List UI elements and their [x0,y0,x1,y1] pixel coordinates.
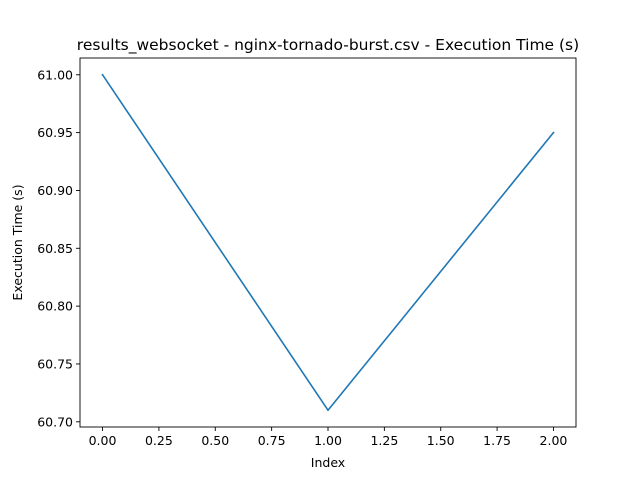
chart-title: results_websocket - nginx-tornado-burst.… [77,36,579,55]
y-tick-label: 60.70 [37,414,73,429]
y-tick-label: 60.75 [37,356,73,371]
x-tick-label: 1.50 [427,433,455,448]
y-axis-label: Execution Time (s) [10,184,25,300]
series-line [101,73,555,412]
data-point [327,409,329,412]
series-layer [101,73,555,412]
x-tick-label: 0.00 [89,433,117,448]
x-tick-label: 1.75 [483,433,511,448]
x-axis-label: Index [311,455,345,470]
plot-frame [79,57,577,428]
x-tick-label: 1.25 [370,433,398,448]
x-tick-label: 0.50 [201,433,229,448]
y-tick-label: 61.00 [37,67,73,82]
plot-area: 0.00 0.25 0.50 0.75 1.00 1.25 1.50 1.75 2.00 60.… [37,57,577,448]
x-tick-label: 0.25 [145,433,173,448]
x-tick-label: 1.00 [314,433,342,448]
data-point [552,131,555,134]
x-tick-label: 2.00 [540,433,568,448]
data-point [101,73,104,76]
x-axis: 0.00 0.25 0.50 0.75 1.00 1.25 1.50 1.75 2.00 [89,427,568,448]
x-tick-label: 0.75 [258,433,286,448]
y-tick-label: 60.85 [37,241,73,256]
y-axis: 60.70 60.75 60.80 60.85 60.90 60.95 61.00 [37,67,80,429]
y-tick-label: 60.90 [37,183,73,198]
y-tick-label: 60.80 [37,299,73,314]
y-tick-label: 60.95 [37,125,73,140]
